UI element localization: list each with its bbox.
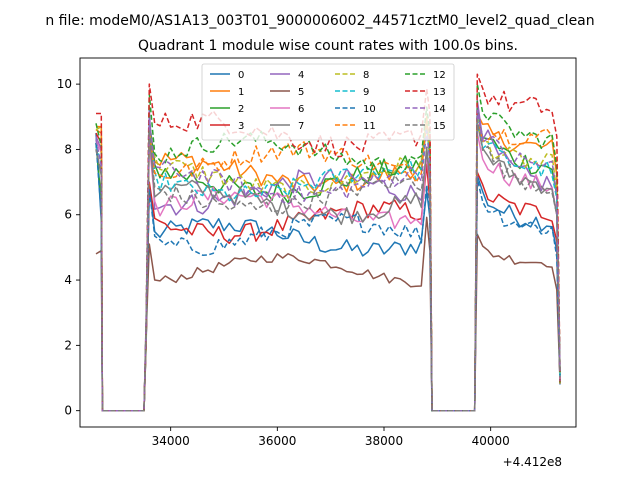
series-line-11	[96, 119, 561, 412]
axes-frame	[79, 57, 577, 428]
series-line-7	[95, 122, 561, 412]
y-tick-label: 0	[64, 404, 72, 418]
legend-label-14: 14	[433, 104, 446, 115]
y-tick-label: 2	[64, 338, 72, 352]
legend-label-1: 1	[238, 87, 244, 98]
legend-label-15: 15	[433, 121, 446, 132]
legend-label-0: 0	[238, 70, 244, 81]
series-line-13	[96, 73, 561, 412]
x-offset-label: +4.412e8	[503, 455, 562, 469]
legend-label-3: 3	[238, 121, 244, 132]
legend-label-4: 4	[298, 70, 304, 81]
series-line-3	[95, 132, 561, 412]
y-tick-label: 4	[64, 273, 72, 287]
x-axis: 34000 36000 38000 40000	[152, 427, 510, 448]
x-tick-label: 40000	[472, 434, 510, 448]
legend-label-2: 2	[238, 104, 244, 115]
series-line-10	[95, 142, 561, 412]
chart-title: Quadrant 1 module wise count rates with …	[138, 38, 518, 54]
series-line-8	[95, 119, 561, 412]
series-line-0	[95, 133, 561, 412]
y-tick-label: 10	[57, 77, 72, 91]
x-tick-label: 38000	[365, 434, 403, 448]
legend-label-12: 12	[433, 70, 446, 81]
legend-label-8: 8	[363, 70, 369, 81]
legend-label-7: 7	[298, 121, 304, 132]
series-line-5	[95, 216, 561, 412]
x-tick-label: 36000	[258, 434, 296, 448]
legend-label-11: 11	[363, 121, 376, 132]
legend-label-6: 6	[298, 104, 304, 115]
series-line-14	[95, 109, 561, 412]
figure-suptitle: n file: modeM0/AS1A13_003T01_9000006002_…	[45, 13, 594, 29]
legend-label-10: 10	[363, 104, 376, 115]
y-axis: 0 2 4 6 8 10	[57, 77, 80, 418]
plot-area	[95, 73, 561, 412]
series-line-12	[95, 83, 561, 412]
series-line-15	[95, 119, 561, 412]
legend-box	[201, 63, 455, 141]
legend-label-13: 13	[433, 87, 446, 98]
y-tick-label: 8	[64, 142, 72, 156]
y-tick-label: 6	[64, 208, 72, 222]
legend-label-9: 9	[363, 87, 369, 98]
x-tick-label: 34000	[152, 434, 190, 448]
series-line-9	[95, 119, 561, 412]
legend-label-5: 5	[298, 87, 304, 98]
